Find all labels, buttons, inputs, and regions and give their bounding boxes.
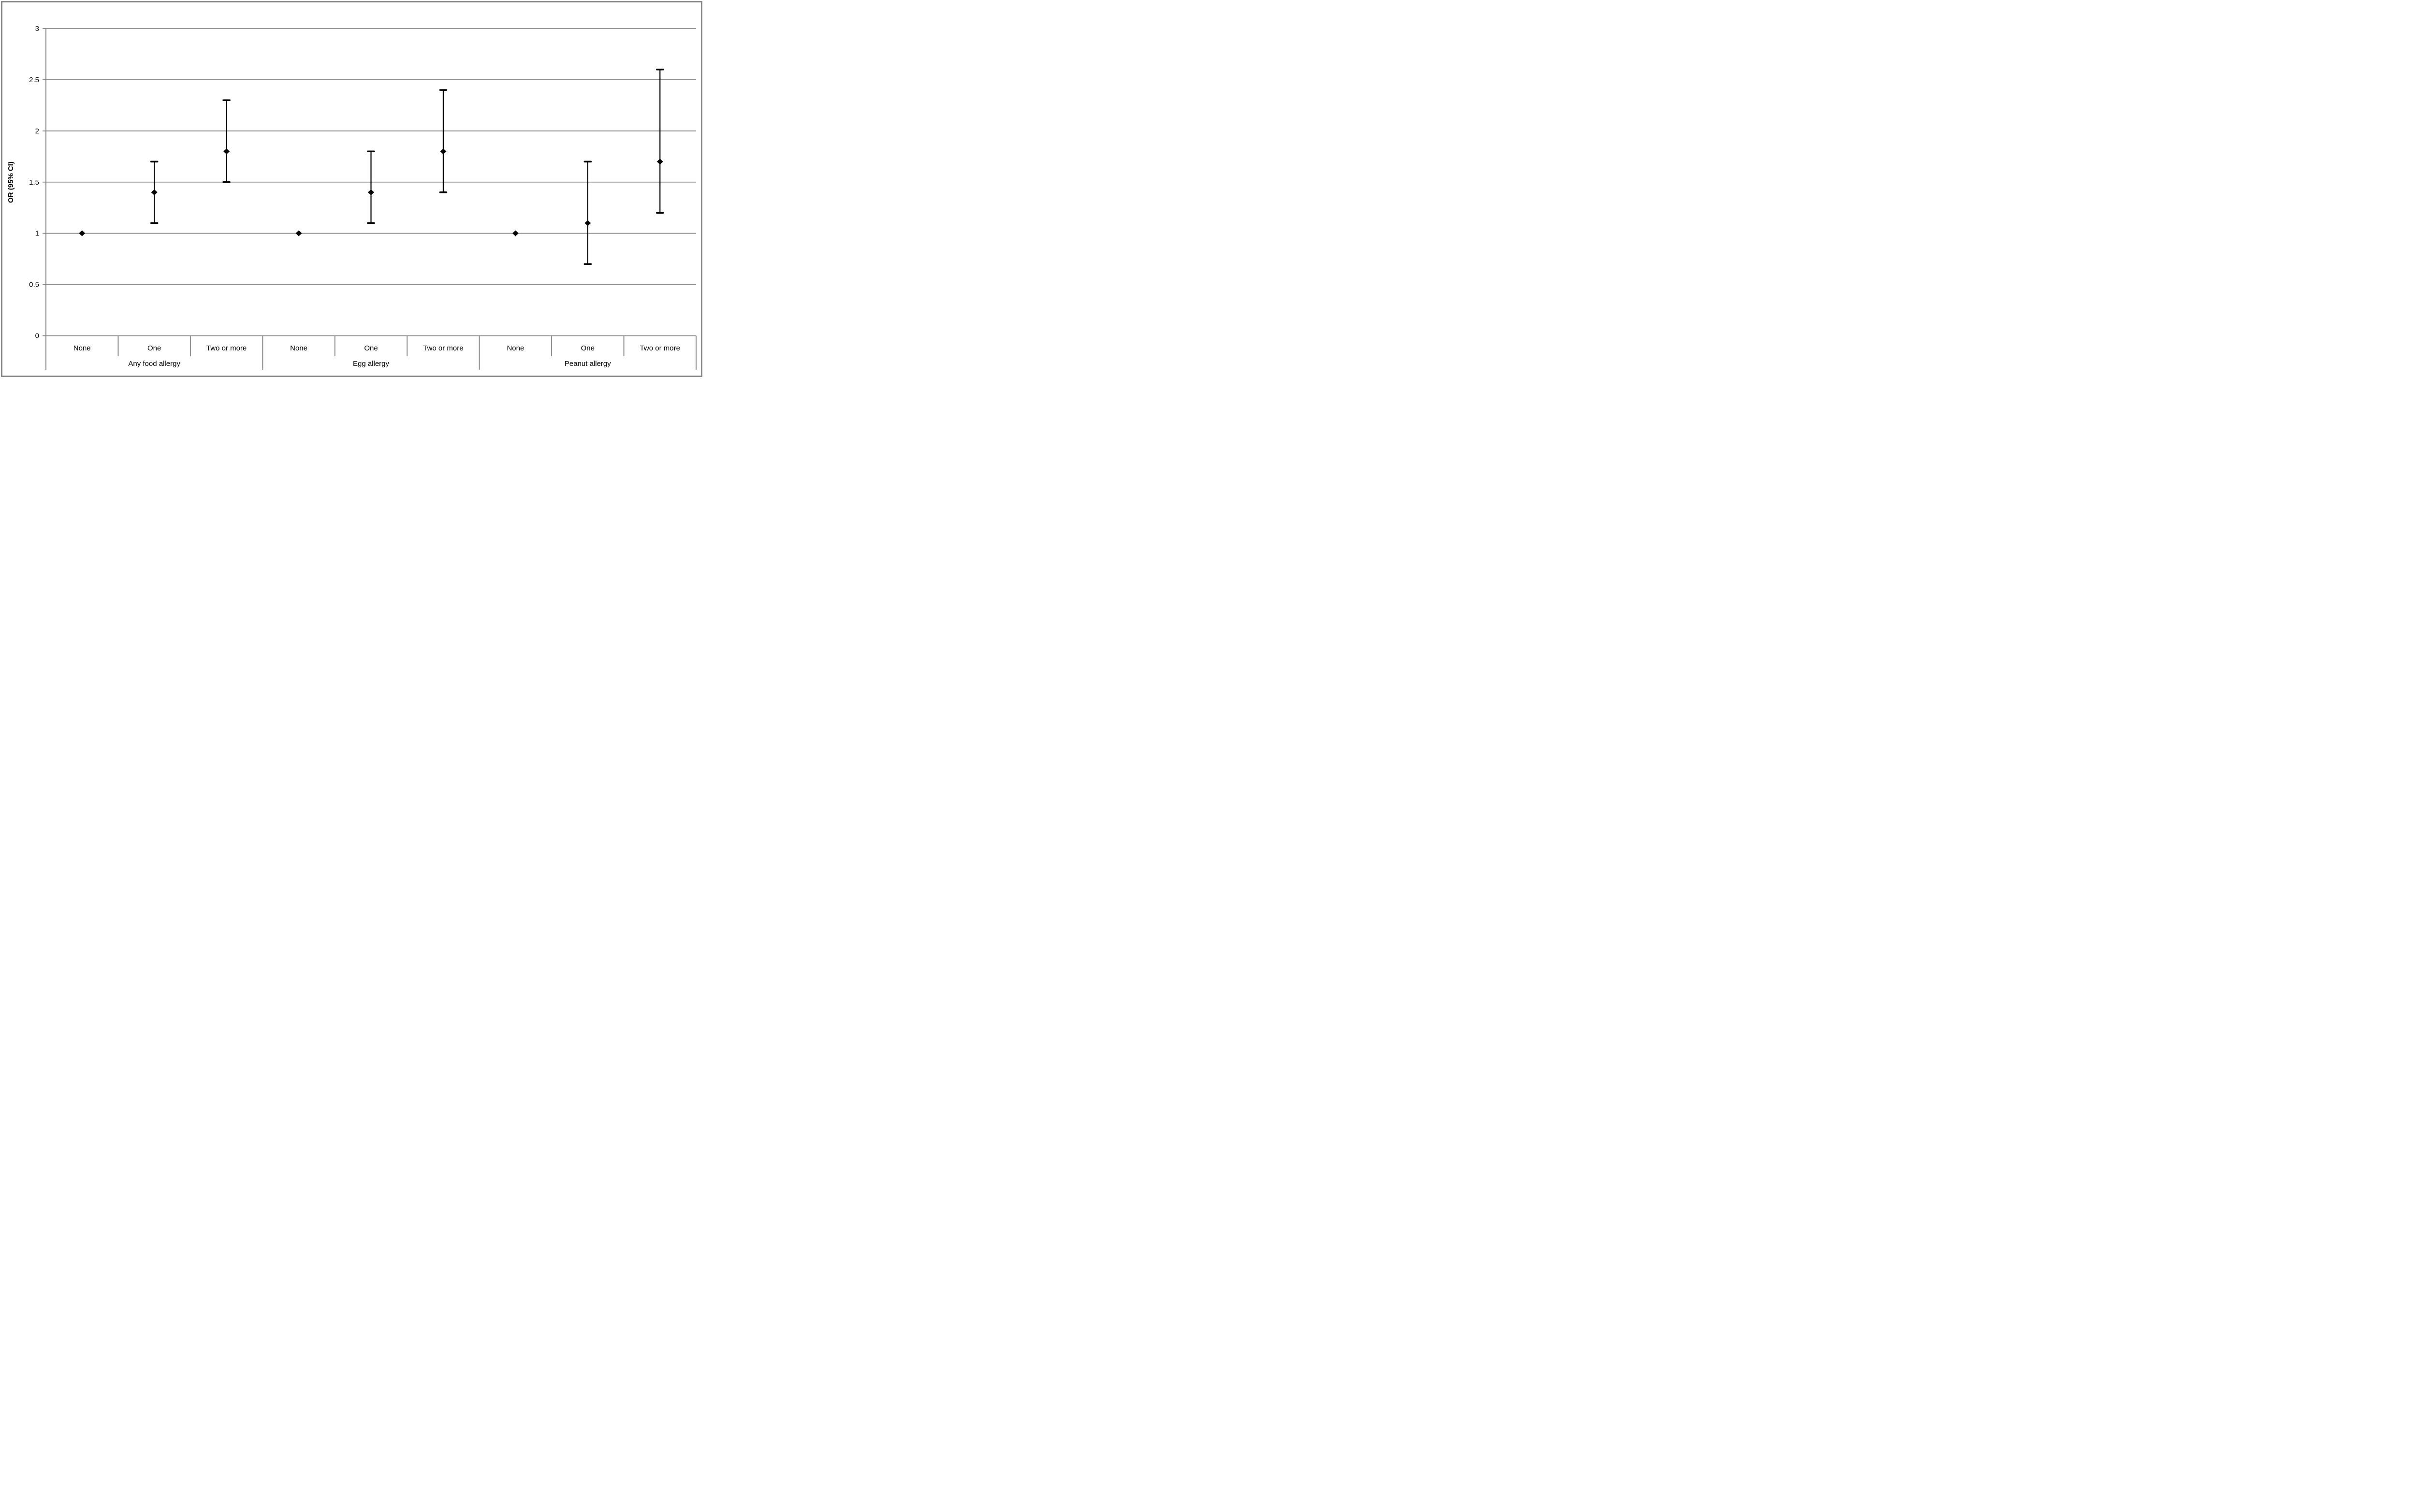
category-label: One bbox=[147, 344, 161, 352]
y-tick-label: 0 bbox=[35, 332, 39, 340]
diamond-marker bbox=[440, 148, 447, 155]
category-label: None bbox=[73, 344, 91, 352]
group-label: Peanut allergy bbox=[565, 360, 611, 368]
y-tick-label: 1.5 bbox=[29, 178, 39, 187]
diamond-marker bbox=[512, 230, 519, 236]
group-label: Any food allergy bbox=[128, 360, 180, 368]
category-label: Two or more bbox=[640, 344, 680, 352]
group-label: Egg allergy bbox=[353, 360, 390, 368]
category-label: Two or more bbox=[423, 344, 463, 352]
diamond-marker bbox=[79, 230, 86, 236]
diamond-marker bbox=[151, 189, 158, 195]
diamond-marker bbox=[584, 220, 591, 226]
y-tick-label: 3 bbox=[35, 25, 39, 33]
diamond-marker bbox=[223, 148, 230, 155]
category-label: One bbox=[364, 344, 378, 352]
diamond-marker bbox=[368, 189, 374, 195]
category-label: None bbox=[290, 344, 307, 352]
y-tick-label: 1 bbox=[35, 230, 39, 238]
y-tick-label: 2.5 bbox=[29, 76, 39, 84]
y-tick-label: 0.5 bbox=[29, 281, 39, 289]
category-label: One bbox=[581, 344, 595, 352]
y-tick-label: 2 bbox=[35, 127, 39, 135]
chart-canvas: OR (95% CI) 0 0.5 1 1.5 2 2.5 3 None One Two or m… bbox=[7, 25, 697, 370]
forest-plot-figure: OR (95% CI) 0 0.5 1 1.5 2 2.5 3 None One Two or m… bbox=[0, 0, 703, 378]
category-label: None bbox=[507, 344, 524, 352]
y-axis-title: OR (95% CI) bbox=[7, 161, 15, 203]
diamond-marker bbox=[656, 159, 663, 165]
diamond-marker bbox=[295, 230, 302, 236]
category-label: Two or more bbox=[206, 344, 247, 352]
